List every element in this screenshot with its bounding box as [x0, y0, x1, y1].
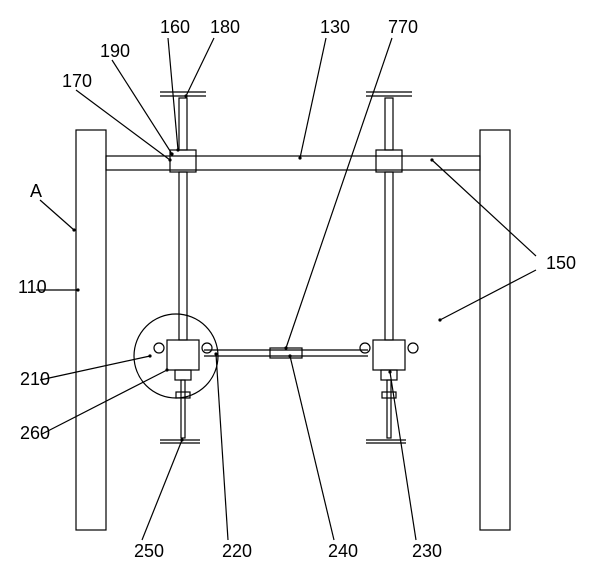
callout-A: A: [30, 181, 42, 201]
callout-240: 240: [328, 541, 358, 561]
structure-layer: [76, 92, 510, 530]
labels-layer: 160 180 190 170 130 770 150 A 110 210 260 250 220 240…: [18, 17, 576, 561]
callout-210: 210: [20, 369, 50, 389]
callout-180: 180: [210, 17, 240, 37]
callout-110: 110: [18, 277, 47, 297]
callout-150: 150: [546, 253, 576, 273]
callout-130: 130: [320, 17, 350, 37]
leader-lines: [36, 38, 536, 540]
callout-260: 260: [20, 423, 50, 443]
callout-170: 170: [62, 71, 92, 91]
callout-770: 770: [388, 17, 418, 37]
engineering-diagram: 160 180 190 170 130 770 150 A 110 210 260 250 220 240…: [0, 0, 596, 574]
callout-160: 160: [160, 17, 190, 37]
callout-250: 250: [134, 541, 164, 561]
callout-230: 230: [412, 541, 442, 561]
callout-220: 220: [222, 541, 252, 561]
callout-190: 190: [100, 41, 130, 61]
